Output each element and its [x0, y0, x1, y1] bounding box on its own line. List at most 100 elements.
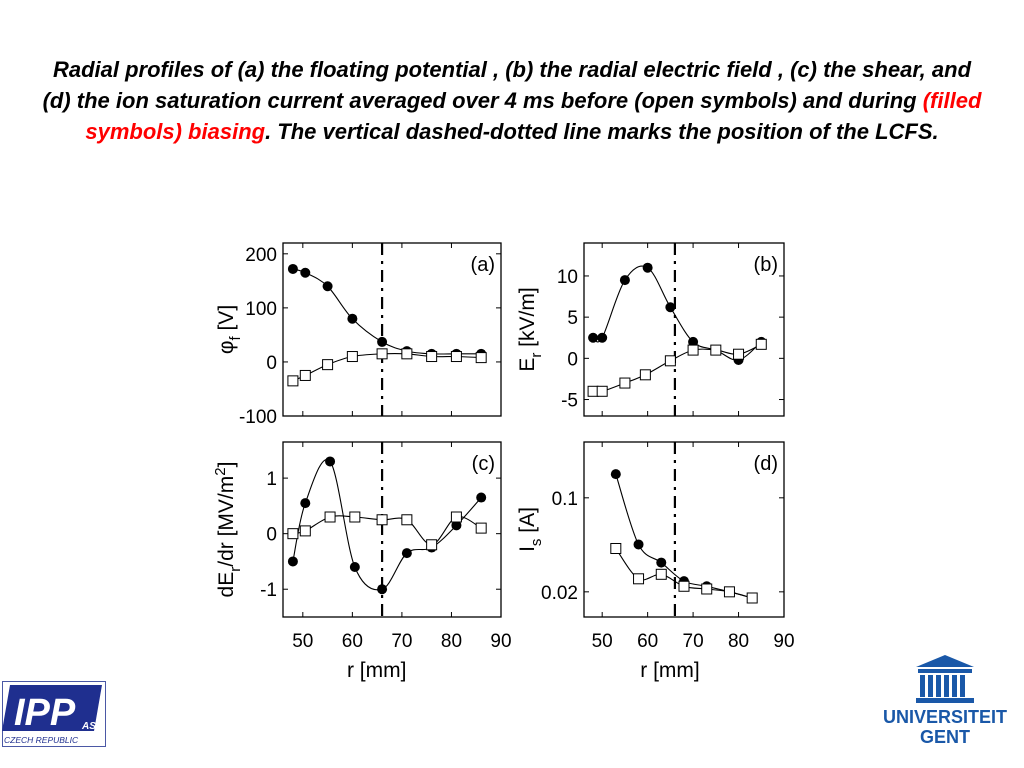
chart-panel-3: 1 0 -1 50 60 70 80 90 r [mm] (c) dEr/dr [MV/m2]	[212, 441, 512, 682]
y-label-sub: r	[227, 567, 244, 572]
data-point-filled	[588, 332, 599, 343]
data-point-open	[701, 583, 713, 595]
y-axis-label: φf [V]	[215, 305, 244, 354]
series-line-filled	[292, 268, 482, 355]
data-point-open	[687, 344, 699, 356]
x-tick-label: 70	[391, 631, 412, 652]
chart-panel-4: 0.1 0.02 50 60 70 80 90 r [mm] (d) Is [A]	[516, 441, 795, 682]
data-point-filled	[287, 556, 298, 567]
y-label-unit: [A]	[516, 507, 539, 539]
x-tick-label: 90	[773, 631, 794, 652]
data-point-open	[376, 514, 388, 526]
data-point-open	[426, 351, 438, 363]
data-point-open	[475, 352, 487, 364]
ugent-building-icon	[916, 655, 974, 703]
data-point-filled	[347, 313, 358, 324]
ugent-logo: UNIVERSITEIT GENT	[883, 655, 1007, 747]
data-point-open	[633, 573, 645, 585]
y-tick-label: 0	[266, 353, 277, 374]
x-tick-label: 50	[592, 631, 613, 652]
y-tick-label: 0	[567, 349, 578, 370]
y-axis-label: dEr/dr [MV/m2]	[212, 462, 244, 598]
panel-label: (d)	[754, 453, 778, 475]
y-label-main: φ	[215, 341, 238, 355]
data-point-filled	[325, 456, 336, 467]
data-point-open	[346, 351, 358, 363]
y-label-end: ]	[215, 462, 238, 468]
panel-label: (c)	[472, 453, 495, 475]
title-text-after: . The vertical dashed-dotted line marks …	[265, 119, 939, 144]
data-point-open	[450, 351, 462, 363]
data-point-filled	[656, 557, 667, 568]
y-tick-label: 10	[557, 267, 578, 288]
data-point-open	[723, 586, 735, 598]
x-tick-label: 50	[292, 631, 313, 652]
x-tick-label: 80	[441, 631, 462, 652]
y-axis-label: Is [A]	[516, 507, 545, 552]
data-point-open	[349, 511, 361, 523]
data-point-open	[287, 375, 299, 387]
plot-frame	[583, 242, 785, 417]
y-label-main: E	[516, 358, 539, 372]
data-point-open	[587, 385, 599, 397]
y-label-unit: /dr [MV/m	[215, 476, 238, 567]
data-point-filled	[401, 548, 412, 559]
data-point-open	[287, 528, 299, 540]
data-point-filled	[287, 263, 298, 274]
y-tick-label: 1	[266, 469, 277, 490]
data-point-filled	[597, 332, 608, 343]
y-axis-label: Er [kV/m]	[516, 287, 545, 371]
ipp-logo: IPP AS CZECH REPUBLIC	[2, 681, 106, 747]
title-highlight: (filled symbols) biasing	[85, 88, 982, 144]
y-label-sub: s	[528, 539, 545, 547]
y-label-unit: [kV/m]	[516, 287, 539, 352]
y-tick-label: 0.1	[552, 489, 578, 510]
y-label-sup: 2	[212, 467, 229, 475]
ipp-logo-superscript: AS	[81, 721, 96, 732]
plot-frame	[282, 441, 502, 618]
data-point-open	[664, 355, 676, 367]
data-point-filled	[377, 336, 388, 347]
y-tick-label: -5	[561, 391, 578, 412]
x-tick-label: 60	[342, 631, 363, 652]
y-label-sub: r	[528, 353, 545, 358]
data-point-open	[733, 348, 745, 360]
slide-title: Radial profiles of (a) the floating pote…	[40, 54, 984, 147]
data-point-filled	[300, 498, 311, 509]
data-point-open	[426, 539, 438, 551]
x-axis-label: r [mm]	[640, 659, 699, 682]
data-point-open	[619, 377, 631, 389]
data-point-open	[401, 348, 413, 360]
y-label-unit: [V]	[215, 305, 238, 337]
series-line-filled	[592, 265, 762, 361]
y-tick-label: 100	[245, 299, 277, 320]
data-point-open	[610, 542, 622, 554]
y-tick-label: -1	[260, 580, 277, 601]
data-point-open	[596, 385, 608, 397]
data-point-filled	[610, 469, 621, 480]
data-point-open	[746, 592, 758, 604]
y-tick-label: 5	[567, 308, 578, 329]
y-label-main: I	[516, 546, 539, 552]
data-point-open	[299, 525, 311, 537]
chart-panel-1: 200 100 0 -100 (a) φf [V]	[215, 242, 502, 428]
data-point-open	[322, 359, 334, 371]
data-point-filled	[322, 281, 333, 292]
data-point-open	[710, 344, 722, 356]
data-point-filled	[377, 584, 388, 595]
ipp-logo-caption: CZECH REPUBLIC	[4, 735, 79, 745]
data-point-filled	[451, 520, 462, 531]
data-point-open	[299, 369, 311, 381]
title-text-before: Radial profiles of (a) the floating pote…	[42, 57, 972, 113]
x-tick-label: 70	[683, 631, 704, 652]
panel-label: (b)	[754, 254, 778, 276]
plot-frame	[583, 441, 785, 618]
data-point-filled	[665, 302, 676, 313]
panel-label: (a)	[471, 254, 495, 276]
y-label-sub: f	[227, 336, 244, 341]
data-point-open	[376, 348, 388, 360]
ipp-logo-text: IPP	[14, 692, 76, 734]
plot-frame	[282, 242, 502, 417]
data-point-open	[639, 369, 651, 381]
